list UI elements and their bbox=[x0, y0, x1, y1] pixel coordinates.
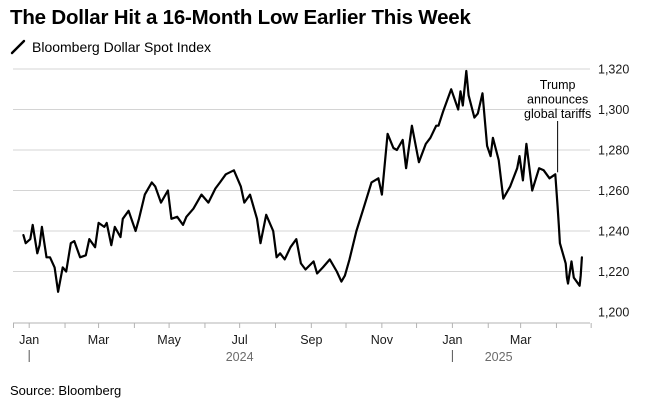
y-tick-label: 1,300 bbox=[598, 103, 629, 117]
grid-lines bbox=[13, 68, 590, 272]
y-tick-label: 1,220 bbox=[598, 265, 629, 279]
x-tick-label: May bbox=[157, 333, 181, 347]
series-layer bbox=[22, 69, 584, 293]
x-tick-label: Nov bbox=[371, 333, 394, 347]
y-tick-label: 1,320 bbox=[598, 63, 629, 77]
legend-line-icon bbox=[10, 39, 26, 55]
x-year-label: 2024 bbox=[226, 350, 254, 364]
y-tick-label: 1,200 bbox=[598, 306, 629, 320]
series-line-dollar-index bbox=[22, 69, 584, 293]
y-axis: 1,200 1,220 1,240 1,260 1,280 1,300 1,320 bbox=[598, 63, 629, 320]
chart-title: The Dollar Hit a 16-Month Low Earlier Th… bbox=[10, 6, 471, 29]
y-tick-label: 1,260 bbox=[598, 184, 629, 198]
y-tick-label: 1,240 bbox=[598, 225, 629, 239]
x-tick-label: Sep bbox=[300, 333, 322, 347]
legend-series-label: Bloomberg Dollar Spot Index bbox=[32, 39, 211, 55]
annotation-text-line: Trump bbox=[540, 78, 576, 92]
chart-legend: Bloomberg Dollar Spot Index bbox=[10, 38, 211, 56]
x-tick-label: Mar bbox=[88, 333, 110, 347]
source-note: Source: Bloomberg bbox=[10, 383, 122, 398]
x-year-label: 2025 bbox=[485, 350, 513, 364]
x-tick-label: Jul bbox=[232, 333, 248, 347]
x-tick-label: Jan bbox=[19, 333, 39, 347]
x-tick-label: Mar bbox=[510, 333, 532, 347]
annotation-text-line: announces bbox=[527, 93, 588, 107]
x-tick-label: Jan bbox=[442, 333, 462, 347]
annotation-text-line: global tariffs bbox=[524, 107, 591, 121]
x-axis: Jan Mar May Jul Sep Nov Jan Mar 2024 2025 bbox=[13, 322, 592, 364]
y-tick-label: 1,280 bbox=[598, 144, 629, 158]
